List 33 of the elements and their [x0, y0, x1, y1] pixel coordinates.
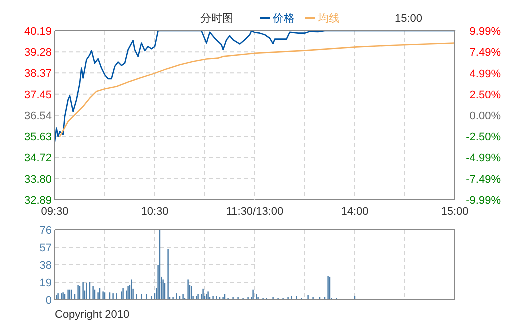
text: 15:00 — [395, 13, 423, 25]
y-tick-label: 36.54 — [24, 110, 52, 122]
text: -7.49% — [466, 174, 501, 186]
text: -9.99% — [466, 195, 501, 207]
y-tick-label: 34.72 — [24, 152, 52, 165]
y-tick-label: 0 — [46, 295, 52, 307]
legend-label: 均线 — [317, 12, 340, 25]
y-tick-label: 38.37 — [24, 68, 52, 80]
text: -4.99% — [466, 152, 501, 165]
y-tick-label: 57 — [40, 242, 52, 254]
text: 4.99% — [470, 68, 501, 80]
y-tick-label: 40.19 — [24, 26, 52, 38]
legend-label: 价格 — [272, 13, 295, 25]
y-tick-label: 76 — [40, 225, 52, 237]
y-tick-label: 19 — [40, 278, 52, 290]
text: 0.00% — [470, 110, 501, 122]
text: 2.50% — [470, 89, 501, 102]
x-tick-label: 09:30 — [41, 206, 69, 218]
y-tick-label: 33.80 — [24, 174, 52, 186]
text: -2.50% — [466, 132, 501, 144]
x-tick-label: 11:30/13:00 — [226, 206, 284, 218]
text: 7.49% — [470, 47, 501, 60]
x-tick-label: 15:00 — [441, 206, 469, 218]
x-tick-label: 14:00 — [341, 206, 369, 218]
y-tick-label: 37.45 — [24, 89, 52, 102]
text: Copyright 2010 — [55, 309, 130, 321]
y-tick-label: 35.63 — [24, 132, 52, 144]
text: 9.99% — [470, 26, 501, 38]
x-tick-label: 10:30 — [141, 206, 169, 218]
y-tick-label: 38 — [40, 260, 52, 272]
chart-title: 分时图 — [200, 12, 234, 25]
y-tick-label: 32.89 — [24, 195, 52, 207]
y-tick-label: 39.28 — [24, 47, 52, 60]
